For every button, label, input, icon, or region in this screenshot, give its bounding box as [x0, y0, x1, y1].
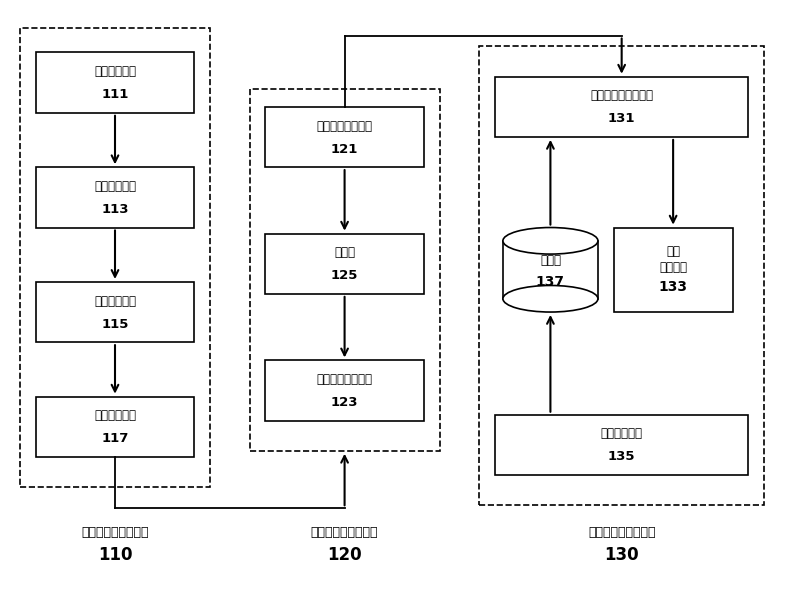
Text: 110: 110 — [98, 546, 132, 564]
Text: 人眼状态检测模块: 人眼状态检测模块 — [317, 119, 373, 133]
Text: 115: 115 — [102, 318, 129, 330]
Bar — [36, 53, 194, 113]
Ellipse shape — [503, 228, 598, 254]
Text: 目标检测与识别模块: 目标检测与识别模块 — [82, 526, 149, 539]
Bar — [614, 228, 733, 312]
Text: 指令集: 指令集 — [540, 254, 561, 267]
Text: 运动检测模块: 运动检测模块 — [94, 65, 136, 78]
Text: 输出模块: 输出模块 — [659, 261, 687, 274]
Bar — [495, 415, 748, 475]
Text: 121: 121 — [331, 143, 358, 155]
Bar — [266, 360, 424, 420]
Text: 133: 133 — [658, 280, 688, 294]
Text: 135: 135 — [608, 450, 635, 463]
Bar — [266, 106, 424, 167]
Text: 人脸识别模块: 人脸识别模块 — [94, 180, 136, 193]
Bar — [479, 47, 764, 506]
Text: 125: 125 — [331, 269, 358, 282]
Text: 人脸跟踪模块: 人脸跟踪模块 — [94, 294, 136, 308]
Text: 指令识别与设置模块: 指令识别与设置模块 — [588, 526, 655, 539]
Ellipse shape — [503, 285, 598, 312]
Text: 人眼状态识别模块: 人眼状态识别模块 — [317, 373, 373, 386]
Text: 计时器: 计时器 — [334, 247, 355, 259]
Text: 指令设置模块: 指令设置模块 — [601, 427, 642, 441]
Text: 111: 111 — [102, 88, 129, 101]
Bar — [36, 167, 194, 228]
Text: 113: 113 — [102, 203, 129, 216]
Text: 130: 130 — [604, 546, 639, 564]
Bar — [503, 241, 598, 299]
Text: 120: 120 — [327, 546, 362, 564]
Bar — [266, 234, 424, 294]
Bar — [250, 89, 439, 451]
Bar — [36, 282, 194, 342]
Text: 指令分析和识别模块: 指令分析和识别模块 — [590, 89, 653, 102]
Text: 指令: 指令 — [666, 245, 680, 258]
Text: 123: 123 — [331, 396, 358, 409]
Text: 人眼定位模块: 人眼定位模块 — [94, 409, 136, 422]
Text: 137: 137 — [536, 275, 565, 289]
Bar — [36, 397, 194, 457]
Bar — [495, 76, 748, 137]
Text: 状态监测与识别模块: 状态监测与识别模块 — [311, 526, 378, 539]
Bar — [20, 28, 210, 487]
Text: 131: 131 — [608, 113, 635, 125]
Text: 117: 117 — [102, 432, 129, 446]
